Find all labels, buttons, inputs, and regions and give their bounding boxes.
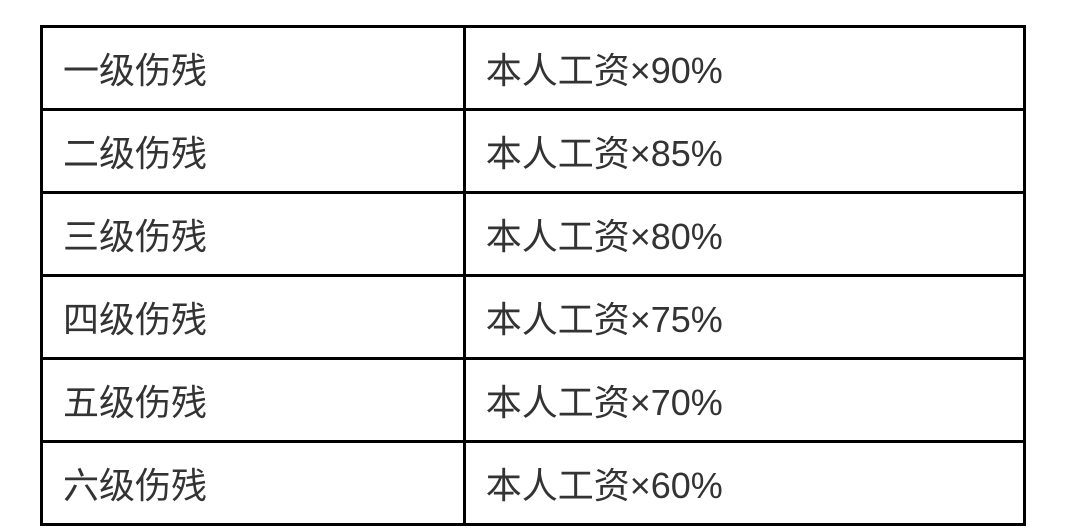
cell-formula: 本人工资×80% [464, 193, 1024, 276]
table-row: 二级伤残 本人工资×85% [42, 110, 1025, 193]
cell-level: 二级伤残 [42, 110, 465, 193]
table-row: 五级伤残 本人工资×70% [42, 359, 1025, 442]
table-row: 六级伤残 本人工资×60% [42, 442, 1025, 525]
cell-formula: 本人工资×90% [464, 27, 1024, 110]
table-body: 一级伤残 本人工资×90% 二级伤残 本人工资×85% 三级伤残 本人工资×80… [42, 27, 1025, 525]
table-row: 三级伤残 本人工资×80% [42, 193, 1025, 276]
cell-level: 六级伤残 [42, 442, 465, 525]
cell-level: 四级伤残 [42, 276, 465, 359]
cell-formula: 本人工资×60% [464, 442, 1024, 525]
disability-compensation-table: 一级伤残 本人工资×90% 二级伤残 本人工资×85% 三级伤残 本人工资×80… [40, 25, 1026, 526]
table-row: 一级伤残 本人工资×90% [42, 27, 1025, 110]
cell-formula: 本人工资×75% [464, 276, 1024, 359]
cell-formula: 本人工资×70% [464, 359, 1024, 442]
cell-level: 一级伤残 [42, 27, 465, 110]
table-row: 四级伤残 本人工资×75% [42, 276, 1025, 359]
cell-level: 三级伤残 [42, 193, 465, 276]
cell-level: 五级伤残 [42, 359, 465, 442]
cell-formula: 本人工资×85% [464, 110, 1024, 193]
